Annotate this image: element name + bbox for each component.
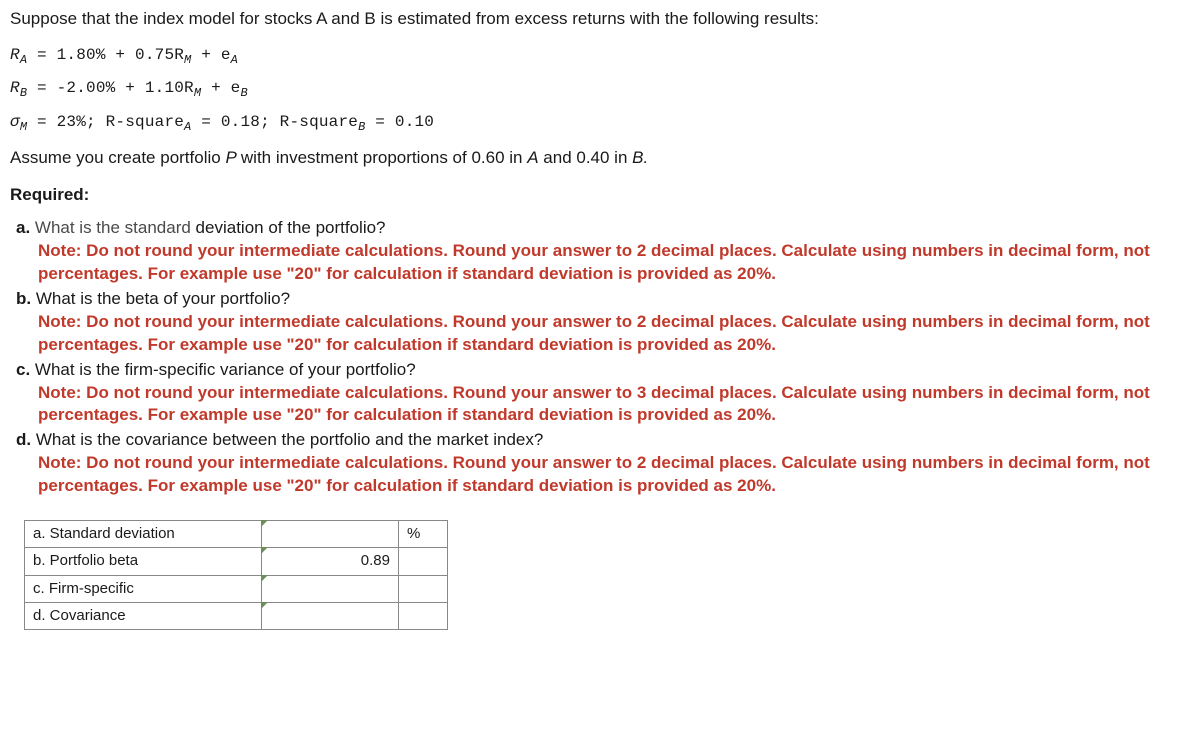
qa-text-rest: deviation of the portfolio? bbox=[191, 218, 386, 237]
assume-b: B. bbox=[632, 148, 648, 167]
qb-text: What is the beta of your portfolio? bbox=[36, 289, 290, 308]
assume-mid2: and 0.40 in bbox=[539, 148, 633, 167]
assume-a: A bbox=[527, 148, 538, 167]
equation-ra: RA = 1.80% + 0.75RM + eA bbox=[10, 45, 1190, 68]
qa-label: a. bbox=[16, 218, 35, 237]
row-d-label: d. Covariance bbox=[25, 602, 262, 629]
qa-text-faded: What is the standard bbox=[35, 218, 191, 237]
ra-esub: A bbox=[231, 53, 238, 67]
assume-p: P bbox=[225, 148, 240, 167]
equation-params: σM = 23%; R-squareA = 0.18; R-squareB = … bbox=[10, 112, 1190, 135]
assume-pre: Assume you create portfolio bbox=[10, 148, 225, 167]
qc-label: c. bbox=[16, 360, 35, 379]
table-row: b. Portfolio beta 0.89 bbox=[25, 548, 448, 575]
qd-label: d. bbox=[16, 430, 36, 449]
sigma-val: = 23%; R-square bbox=[27, 113, 184, 131]
rsqa-val: = 0.18; R-square bbox=[191, 113, 358, 131]
assumption-text: Assume you create portfolio P with inves… bbox=[10, 147, 1190, 170]
assume-mid1: with investment proportions of 0.60 in bbox=[241, 148, 527, 167]
question-d: d. What is the covariance between the po… bbox=[16, 429, 1190, 498]
table-row: d. Covariance bbox=[25, 602, 448, 629]
rb-var: R bbox=[10, 79, 20, 97]
sigma: σ bbox=[10, 113, 20, 131]
question-a: a. What is the standard deviation of the… bbox=[16, 217, 1190, 286]
rsqb-sub: B bbox=[358, 120, 365, 134]
qc-text: What is the firm-specific variance of yo… bbox=[35, 360, 416, 379]
row-a-label: a. Standard deviation bbox=[25, 521, 262, 548]
row-d-input[interactable] bbox=[262, 602, 399, 629]
qd-text: What is the covariance between the portf… bbox=[36, 430, 543, 449]
note-b: Note: Do not round your intermediate cal… bbox=[38, 311, 1190, 357]
qb-label: b. bbox=[16, 289, 36, 308]
row-c-label: c. Firm-specific bbox=[25, 575, 262, 602]
row-c-unit bbox=[399, 575, 448, 602]
equation-rb: RB = -2.00% + 1.10RM + eB bbox=[10, 78, 1190, 101]
row-c-input[interactable] bbox=[262, 575, 399, 602]
row-b-unit bbox=[399, 548, 448, 575]
required-heading: Required: bbox=[10, 184, 1190, 207]
row-b-label: b. Portfolio beta bbox=[25, 548, 262, 575]
ra-var: R bbox=[10, 46, 20, 64]
table-row: a. Standard deviation % bbox=[25, 521, 448, 548]
question-c: c. What is the firm-specific variance of… bbox=[16, 359, 1190, 428]
rb-esub: B bbox=[240, 87, 247, 101]
note-d: Note: Do not round your intermediate cal… bbox=[38, 452, 1190, 498]
rb-rhs1: = -2.00% + 1.10R bbox=[27, 79, 194, 97]
question-b: b. What is the beta of your portfolio? N… bbox=[16, 288, 1190, 357]
note-c: Note: Do not round your intermediate cal… bbox=[38, 382, 1190, 428]
ra-rhs2: + e bbox=[191, 46, 230, 64]
row-d-unit bbox=[399, 602, 448, 629]
note-a: Note: Do not round your intermediate cal… bbox=[38, 240, 1190, 286]
answers-table: a. Standard deviation % b. Portfolio bet… bbox=[24, 520, 448, 630]
ra-rhs1: = 1.80% + 0.75R bbox=[27, 46, 184, 64]
row-b-input[interactable]: 0.89 bbox=[262, 548, 399, 575]
row-a-unit: % bbox=[399, 521, 448, 548]
table-row: c. Firm-specific bbox=[25, 575, 448, 602]
rb-rhs2: + e bbox=[201, 79, 240, 97]
rsqb-val: = 0.10 bbox=[366, 113, 435, 131]
intro-text: Suppose that the index model for stocks … bbox=[10, 8, 1190, 31]
row-a-input[interactable] bbox=[262, 521, 399, 548]
